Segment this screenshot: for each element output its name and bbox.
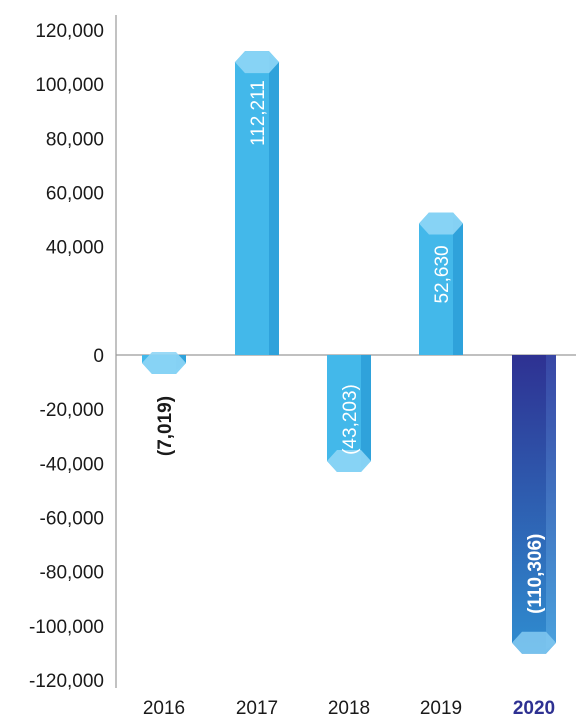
bar-side [361,355,371,469]
bar-body [512,355,556,654]
y-tick-label: -120,000 [29,671,104,692]
y-tick-label: -60,000 [40,509,104,530]
bar-body [327,355,371,473]
y-tick-label: 40,000 [46,238,104,259]
y-tick-label: -20,000 [40,400,104,421]
bar-body [419,212,463,355]
bars [142,51,556,654]
bar-body [235,51,279,355]
bar-cap [235,51,279,74]
data-label: 52,630 [432,245,453,303]
bar-side [546,355,556,650]
labels: (7,019) 112,211 (43,203) 52,630 (110,306) [155,80,546,614]
bar-side [269,55,279,355]
y-tick-label: 0 [93,346,104,367]
x-tick-label: 2017 [236,698,278,719]
bar-2020 [512,355,556,654]
x-tick-label: 2019 [420,698,462,719]
data-label: 112,211 [248,80,269,146]
bar-side [453,216,463,355]
y-tick-label: -40,000 [40,454,104,475]
bar-cap [419,212,463,235]
y-tick-label: 100,000 [35,75,104,96]
data-label: (110,306) [525,534,546,614]
bar-2019 [419,212,463,355]
x-tick-label: 2018 [328,698,370,719]
bar-2016 [142,352,186,375]
data-label: (7,019) [155,396,176,456]
x-tick-label: 2020 [513,698,555,719]
x-tick-label: 2016 [143,698,185,719]
axes: 120,000 100,000 80,000 60,000 40,000 0 -20,000… [29,15,576,719]
data-label: (43,203) [340,384,361,455]
y-tick-label: -100,000 [29,617,104,638]
bar-cap [327,450,371,473]
bar-2018 [327,355,371,473]
y-tick-label: -80,000 [40,563,104,584]
bar-cap [142,352,186,375]
y-tick-label: 60,000 [46,184,104,205]
bar-2017 [235,51,279,355]
y-tick-label: 80,000 [46,129,104,150]
bar-cap [512,631,556,654]
y-tick-label: 120,000 [35,21,104,42]
